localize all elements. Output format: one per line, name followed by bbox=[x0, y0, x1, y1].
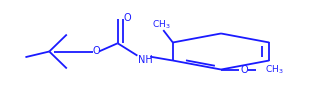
Text: CH$_3$: CH$_3$ bbox=[265, 63, 284, 76]
Text: NH: NH bbox=[138, 55, 153, 65]
Text: CH$_3$: CH$_3$ bbox=[152, 18, 171, 31]
Text: O: O bbox=[93, 46, 100, 57]
Text: O: O bbox=[123, 13, 131, 23]
Text: O: O bbox=[240, 64, 248, 75]
